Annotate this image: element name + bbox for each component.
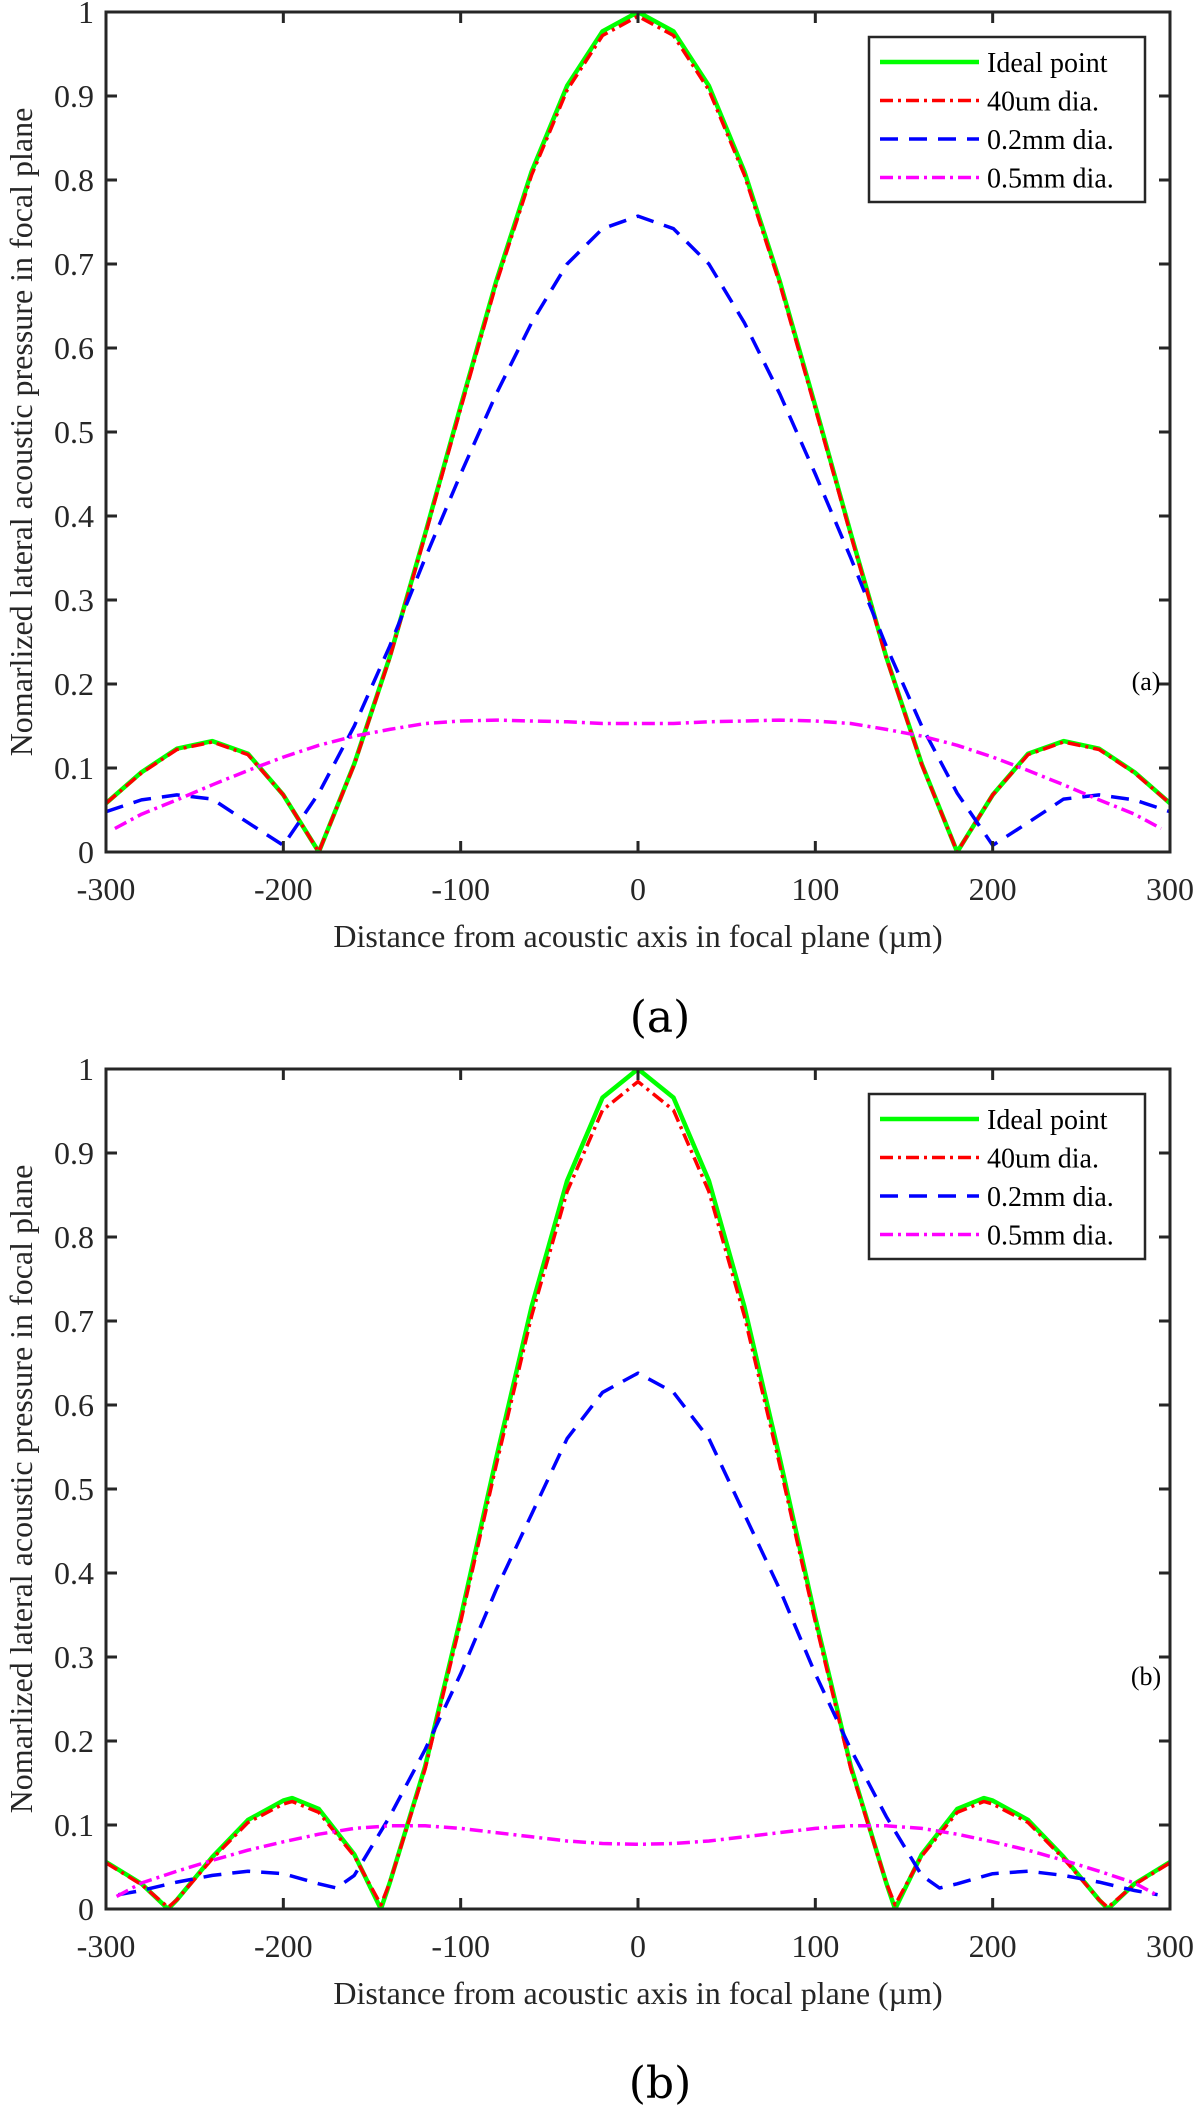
y-tick-label: 0.7 xyxy=(54,246,94,282)
series-line-0-2mm-dia- xyxy=(106,214,1170,848)
series-line-ideal-point xyxy=(106,1069,1170,1909)
x-tick-label: 100 xyxy=(791,871,839,907)
y-tick-label: 0.2 xyxy=(54,1723,94,1759)
x-tick-label: 200 xyxy=(969,1928,1017,1964)
x-axis-label: Distance from acoustic axis in focal pla… xyxy=(333,918,942,954)
y-tick-label: 0.8 xyxy=(54,162,94,198)
y-axis-label: Nomarlized lateral acoustic pressure in … xyxy=(3,108,39,757)
x-tick-label: -300 xyxy=(77,1928,136,1964)
y-tick-label: 1 xyxy=(78,0,94,30)
y-tick-label: 0.1 xyxy=(54,750,94,786)
series-line-40um-dia- xyxy=(106,14,1170,852)
y-tick-label: 0.4 xyxy=(54,1555,94,1591)
x-tick-label: 300 xyxy=(1146,1928,1194,1964)
legend-label: 40um dia. xyxy=(987,87,1099,118)
legend-item: 40um dia. xyxy=(880,87,1099,118)
y-tick-label: 0.2 xyxy=(54,666,94,702)
y-tick-label: 0.3 xyxy=(54,1639,94,1675)
y-tick-label: 0.6 xyxy=(54,1387,94,1423)
legend-label: Ideal point xyxy=(987,48,1108,79)
x-tick-label: 0 xyxy=(630,1928,646,1964)
figure-caption: (a) xyxy=(630,992,691,1043)
legend-label: 40um dia. xyxy=(987,1144,1099,1175)
legend-box xyxy=(867,35,1147,204)
y-tick-label: 0.9 xyxy=(54,78,94,114)
y-axis-label: Nomarlized lateral acoustic pressure in … xyxy=(3,1165,39,1814)
x-tick-label: 100 xyxy=(791,1928,839,1964)
legend-item: 0.2mm dia. xyxy=(880,1182,1114,1213)
legend-label: 0.5mm dia. xyxy=(987,1221,1114,1252)
y-tick-label: 0.3 xyxy=(54,582,94,618)
y-tick-label: 0.5 xyxy=(54,1471,94,1507)
legend-item: Ideal point xyxy=(880,48,1108,79)
y-tick-label: 0.7 xyxy=(54,1303,94,1339)
y-tick-label: 1 xyxy=(78,1051,94,1087)
y-tick-label: 0.8 xyxy=(54,1219,94,1255)
x-tick-label: -100 xyxy=(431,871,490,907)
y-tick-label: 0.9 xyxy=(54,1135,94,1171)
series-group xyxy=(106,1069,1170,1909)
legend-label: 0.2mm dia. xyxy=(987,125,1114,156)
legend-label: 0.5mm dia. xyxy=(987,164,1114,195)
legend-item: 40um dia. xyxy=(880,1144,1099,1175)
legend-item: 0.5mm dia. xyxy=(880,164,1114,195)
chart-panel-a: -300 -200 -100 0 100 200 300 0 0.1 0.2 0.3 0.4 0.5 0.… xyxy=(3,0,1194,1043)
series-line-40um-dia- xyxy=(106,1079,1170,1909)
x-axis-label: Distance from acoustic axis in focal pla… xyxy=(333,1975,942,2011)
y-tick-label: 0.6 xyxy=(54,330,94,366)
legend-item: Ideal point xyxy=(880,1105,1108,1136)
y-tick-label: 0.1 xyxy=(54,1807,94,1843)
legend-box xyxy=(867,1092,1147,1261)
chart-panel-b: -300 -200 -100 0 100 200 300 0 0.1 0.2 0.3 0.4 0.5 0.… xyxy=(3,1051,1194,2107)
y-tick-label: 0 xyxy=(78,1891,94,1927)
legend-label: Ideal point xyxy=(987,1105,1108,1136)
legend-item: 0.5mm dia. xyxy=(880,1221,1114,1252)
x-tick-label: -100 xyxy=(431,1928,490,1964)
y-tick-label: 0 xyxy=(78,834,94,870)
legend-label: 0.2mm dia. xyxy=(987,1182,1114,1213)
x-tick-label: -200 xyxy=(254,1928,313,1964)
panel-tag: (b) xyxy=(1131,1662,1161,1691)
legend: Ideal point 40um dia. 0.2mm dia. 0.5mm dia. xyxy=(867,1092,1147,1261)
y-tick-label: 0.4 xyxy=(54,498,94,534)
legend-item: 0.2mm dia. xyxy=(880,125,1114,156)
legend: Ideal point 40um dia. 0.2mm dia. 0.5mm dia. xyxy=(867,35,1147,204)
figure-caption: (b) xyxy=(629,2058,692,2107)
series-line-0-2mm-dia- xyxy=(118,1371,1158,1897)
x-tick-label: -200 xyxy=(254,871,313,907)
series-line-0-5mm-dia- xyxy=(114,718,1162,831)
series-line-0-5mm-dia- xyxy=(115,1824,1161,1898)
y-tick-label: 0.5 xyxy=(54,414,94,450)
x-tick-label: 200 xyxy=(969,871,1017,907)
x-tick-label: -300 xyxy=(77,871,136,907)
x-tick-label: 300 xyxy=(1146,871,1194,907)
panel-tag: (a) xyxy=(1132,667,1161,696)
x-tick-label: 0 xyxy=(630,871,646,907)
